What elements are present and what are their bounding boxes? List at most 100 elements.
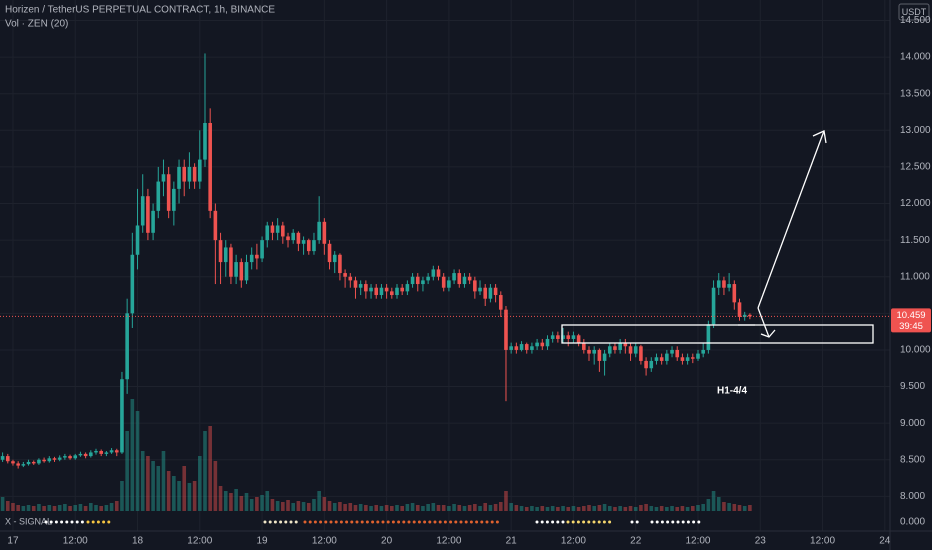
volume-bar <box>47 505 52 511</box>
volume-bar <box>203 431 207 511</box>
volume-bar <box>644 504 648 511</box>
volume-bar <box>483 503 488 511</box>
volume-bar <box>441 505 446 511</box>
candle-body <box>576 335 581 343</box>
candle-body <box>353 280 358 288</box>
candle-body <box>31 461 36 464</box>
candle-body <box>685 357 690 361</box>
candle-body <box>488 287 493 299</box>
candle-body <box>597 349 602 361</box>
candle-body <box>249 254 254 263</box>
grid <box>0 0 890 531</box>
volume-bar <box>597 505 602 511</box>
y-tick-label: 12.000 <box>900 198 931 209</box>
volume-bar <box>374 505 379 511</box>
volume-bar <box>613 507 617 511</box>
volume-bar <box>701 504 705 511</box>
volume-bar <box>602 504 607 511</box>
x-tick-label: 17 <box>7 536 19 547</box>
candle-body <box>379 287 384 296</box>
candle-body <box>644 360 648 369</box>
volume-bar <box>120 481 124 511</box>
volume-bar <box>737 505 742 511</box>
candle-body <box>628 346 633 354</box>
candle-body <box>203 122 207 160</box>
candle-body <box>322 221 327 244</box>
candle-body <box>649 360 654 369</box>
candle-body <box>172 188 176 211</box>
volume-bar <box>296 501 301 511</box>
x-tick-label: 21 <box>506 536 518 547</box>
volume-bar <box>327 501 332 511</box>
candle-body <box>711 287 716 325</box>
volume-bar <box>457 505 462 511</box>
candle-body <box>317 221 321 241</box>
volume-bar <box>156 466 161 511</box>
candle-body <box>265 225 270 241</box>
candle-body <box>270 225 275 233</box>
volume-bar <box>415 505 420 511</box>
candle-body <box>447 280 451 288</box>
x-tick-label: 12:00 <box>561 536 586 547</box>
candle-body <box>37 459 41 464</box>
volume-bar <box>545 507 550 511</box>
volume-bar <box>130 399 135 511</box>
volume-bar <box>623 507 628 511</box>
volume-bar <box>114 501 119 511</box>
candle-body <box>63 456 67 458</box>
volume-bar <box>696 505 700 511</box>
volume-bar <box>161 451 166 511</box>
currency[interactable]: USDT <box>902 7 927 17</box>
candle-body <box>654 357 659 361</box>
candle-body <box>16 463 20 466</box>
y-tick-label: 14.500 <box>900 15 931 26</box>
volume-bar <box>249 499 254 511</box>
y-tick-label: 8.000 <box>900 491 925 502</box>
volume-bar <box>524 507 529 511</box>
candle-body <box>737 302 742 317</box>
candle-body <box>535 342 539 347</box>
candle-body <box>244 262 249 281</box>
volume-bar <box>576 507 581 511</box>
volume-bar <box>431 503 436 511</box>
candle-body <box>706 324 711 350</box>
candle-body <box>384 287 389 292</box>
candle-body <box>571 335 576 339</box>
volume-bar <box>37 504 41 511</box>
candle-body <box>545 338 550 347</box>
candle-body <box>587 349 591 354</box>
volume-bar <box>716 497 721 511</box>
currency-box[interactable] <box>898 3 930 21</box>
volume-bar <box>659 506 664 511</box>
volume-bar <box>281 502 285 511</box>
volume-bar <box>16 505 20 511</box>
candle-body <box>260 240 264 259</box>
candle-body <box>431 269 436 277</box>
volume-bar <box>732 504 737 511</box>
x-tick-label: 18 <box>132 536 144 547</box>
candle-body <box>550 335 555 339</box>
volume-bar <box>504 491 508 511</box>
candle-body <box>633 346 638 354</box>
volume-bar <box>146 456 150 511</box>
candle-body <box>426 276 430 281</box>
candle-body <box>213 210 218 241</box>
candle-body <box>332 254 337 263</box>
volume-bar <box>26 505 31 511</box>
volume-bar <box>421 506 425 511</box>
volume-bar <box>467 505 472 511</box>
candle-body <box>208 122 212 211</box>
volume-bar <box>607 506 612 511</box>
volume-bar <box>680 506 685 511</box>
volume-tick-label: 0.000 <box>900 517 925 528</box>
x-tick-label: 12:00 <box>685 536 710 547</box>
candle-body <box>11 461 15 464</box>
candle-body <box>659 357 664 361</box>
volume-bar <box>369 506 373 511</box>
volume-bar <box>244 493 249 511</box>
volume-bar <box>89 503 93 511</box>
x-tick-label: 22 <box>630 536 642 547</box>
candle-body <box>197 159 202 182</box>
volume-bar <box>478 506 482 511</box>
candle-body <box>182 166 187 182</box>
